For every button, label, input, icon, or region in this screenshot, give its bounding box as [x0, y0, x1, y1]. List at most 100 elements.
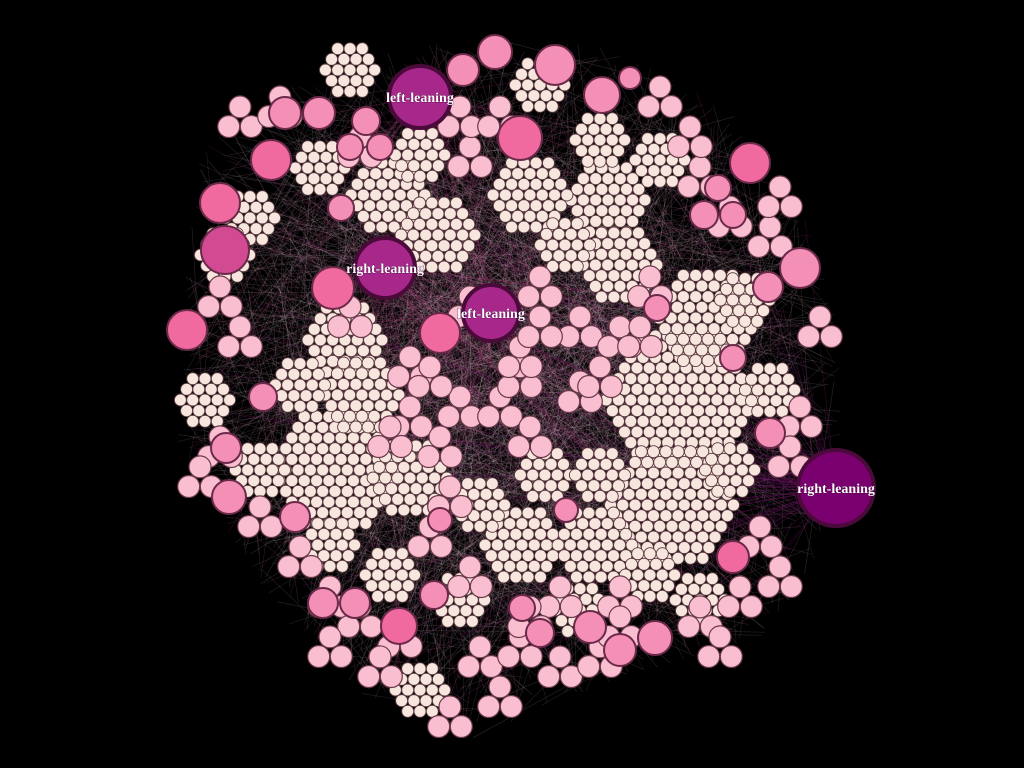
graph-edge: [416, 340, 625, 467]
group-node: [638, 265, 662, 289]
cluster-node: [337, 420, 351, 434]
cluster-node: [729, 474, 743, 488]
graph-edge: [248, 290, 270, 473]
hub-node-right-leaning-right[interactable]: right-leaning: [796, 448, 876, 528]
cluster-node: [425, 683, 439, 697]
group-node: [259, 514, 283, 539]
graph-edge: [250, 286, 550, 374]
hub-circle: [796, 448, 876, 528]
cluster-node: [634, 445, 648, 459]
cluster-node: [406, 207, 420, 221]
cluster-node: [692, 382, 705, 396]
cluster-node: [401, 579, 415, 593]
cluster-node: [431, 228, 445, 242]
cluster-node: [612, 457, 625, 471]
group-node: [488, 95, 512, 119]
cluster-node: [735, 484, 749, 498]
cluster-node: [498, 188, 512, 202]
group-node: [759, 534, 783, 559]
cluster-node: [540, 517, 554, 531]
cluster-node: [696, 551, 710, 565]
cluster-node: [640, 519, 654, 533]
graph-edge: [186, 179, 317, 314]
cluster-node: [583, 238, 597, 252]
cluster-node: [684, 466, 697, 480]
cluster-node: [529, 177, 543, 191]
cluster-node: [409, 482, 423, 496]
group-node: [608, 605, 632, 629]
cluster-node: [638, 193, 652, 207]
cluster-node: [413, 217, 427, 231]
cluster-node: [642, 382, 656, 396]
cluster-node: [695, 300, 709, 314]
node: [200, 225, 250, 275]
cluster-node: [509, 570, 523, 584]
cluster-node: [349, 52, 363, 66]
cluster-node: [335, 559, 349, 573]
cluster-node: [316, 442, 330, 456]
cluster-node: [419, 672, 433, 686]
cluster-node: [757, 304, 770, 318]
cluster-node: [671, 445, 685, 459]
hub-node-right-leaning-left[interactable]: right-leaning: [346, 236, 424, 300]
cluster-node: [568, 468, 582, 482]
cluster-node: [570, 259, 584, 273]
cluster-node: [684, 509, 697, 523]
cluster-node: [710, 393, 724, 407]
graph-edge: [268, 172, 316, 253]
cluster-node: [393, 188, 407, 202]
cluster-node: [279, 484, 293, 498]
cluster-node: [558, 259, 572, 273]
cluster-node: [607, 247, 621, 261]
node: [689, 200, 719, 230]
cluster-node: [583, 204, 596, 218]
group-node: [299, 554, 323, 579]
cluster-node: [748, 463, 762, 477]
cluster-node: [346, 431, 360, 445]
group-node: [497, 644, 521, 669]
cluster-node: [631, 568, 645, 582]
cluster-node: [587, 457, 601, 471]
group-node: [739, 594, 763, 619]
group-node: [528, 305, 552, 329]
cluster-node: [281, 399, 295, 413]
cluster-node: [368, 63, 382, 77]
hub-node-left-leaning-center[interactable]: left-leaning: [457, 283, 525, 343]
cluster-node: [634, 466, 648, 480]
cluster-node: [307, 172, 321, 186]
cluster-node: [636, 393, 650, 407]
cluster-node: [346, 495, 360, 509]
cluster-node: [717, 452, 731, 466]
cluster-node: [557, 527, 571, 541]
node: [427, 507, 453, 533]
cluster-node: [344, 344, 358, 358]
cluster-node: [550, 468, 564, 482]
cluster-node: [297, 431, 311, 445]
cluster-node: [303, 484, 317, 498]
hub-node-left-leaning-top[interactable]: left-leaning: [386, 64, 454, 130]
cluster-node: [628, 477, 642, 491]
cluster-node: [659, 487, 673, 501]
cluster-node: [677, 541, 691, 555]
cluster-node: [539, 89, 553, 103]
cluster-node: [677, 455, 691, 469]
cluster-node: [612, 414, 625, 428]
cluster-node: [535, 188, 549, 202]
group-node: [797, 324, 821, 349]
group-node: [228, 315, 252, 339]
cluster-node: [676, 268, 690, 282]
cluster-node: [636, 414, 650, 428]
cluster-node: [343, 84, 357, 98]
cluster-node: [363, 177, 377, 191]
node: [268, 96, 302, 130]
node: [583, 76, 621, 114]
cluster-node: [349, 377, 363, 391]
cluster-node: [676, 290, 690, 304]
cluster-node: [576, 538, 590, 552]
cluster-node: [738, 332, 752, 346]
group-node: [778, 435, 802, 459]
cluster-node: [389, 557, 403, 571]
cluster-node: [626, 193, 640, 207]
cluster-node: [285, 452, 299, 466]
cluster-node: [395, 568, 409, 582]
